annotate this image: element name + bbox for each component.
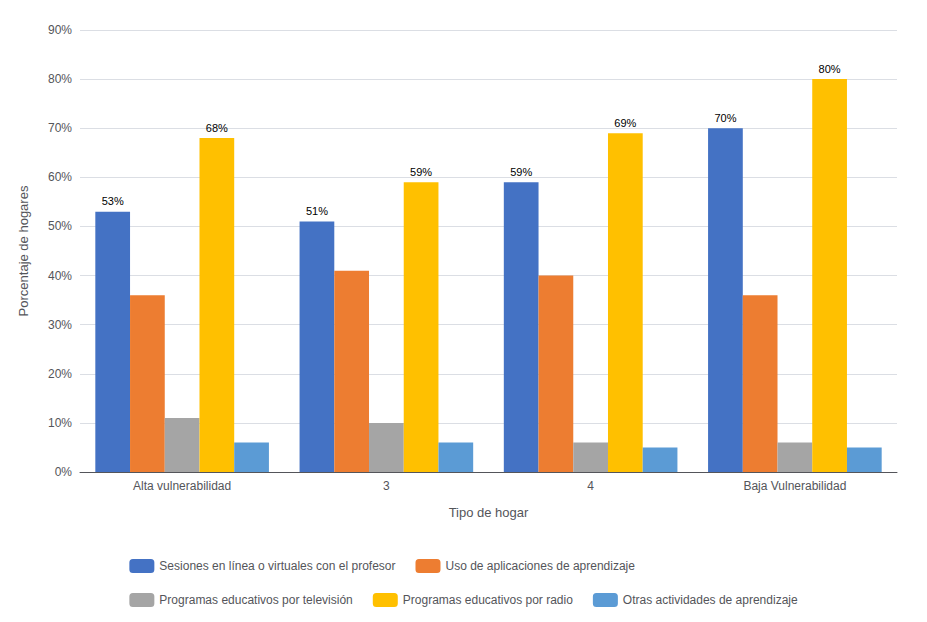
svg-text:69%: 69% [614,117,636,129]
svg-text:90%: 90% [48,23,72,37]
svg-text:Porcentaje de hogares: Porcentaje de hogares [16,185,31,316]
svg-text:Tipo de hogar: Tipo de hogar [449,505,529,520]
svg-text:80%: 80% [48,72,72,86]
svg-text:40%: 40% [48,269,72,283]
svg-text:Programas educativos por radio: Programas educativos por radio [403,593,573,607]
svg-text:80%: 80% [819,63,841,75]
svg-text:Alta vulnerabilidad: Alta vulnerabilidad [133,479,231,493]
svg-text:59%: 59% [410,166,432,178]
svg-text:50%: 50% [48,219,72,233]
svg-text:70%: 70% [714,112,736,124]
svg-text:Otras actividades de aprendiza: Otras actividades de aprendizaje [623,593,798,607]
svg-text:68%: 68% [206,122,228,134]
svg-text:10%: 10% [48,416,72,430]
svg-text:51%: 51% [306,205,328,217]
svg-text:53%: 53% [102,195,124,207]
svg-text:4: 4 [587,479,594,493]
svg-text:Baja Vulnerabilidad: Baja Vulnerabilidad [743,479,846,493]
svg-text:60%: 60% [48,170,72,184]
svg-text:Programas educativos por telev: Programas educativos por televisión [159,593,352,607]
svg-text:Uso de aplicaciones de aprendi: Uso de aplicaciones de aprendizaje [445,559,635,573]
svg-text:59%: 59% [510,166,532,178]
svg-text:20%: 20% [48,367,72,381]
svg-text:30%: 30% [48,318,72,332]
svg-text:Sesiones en línea o virtuales: Sesiones en línea o virtuales con el pro… [159,559,395,573]
svg-text:3: 3 [383,479,390,493]
svg-text:0%: 0% [55,465,73,479]
svg-text:70%: 70% [48,121,72,135]
